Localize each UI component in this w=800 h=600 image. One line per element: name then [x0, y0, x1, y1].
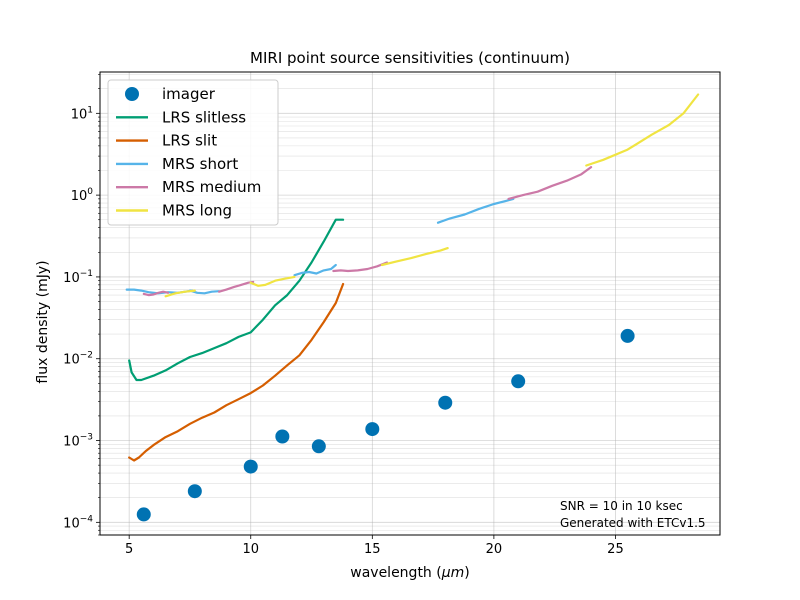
y-tick-label: 10−3 — [63, 433, 93, 450]
imager-point — [136, 507, 151, 522]
series-line-mrs-long — [249, 275, 296, 287]
legend: imager LRS slitless LRS slit MRS short MRS m… — [107, 79, 279, 226]
imager-point — [311, 439, 326, 454]
series-line-mrs-short — [293, 263, 337, 277]
x-axis-label-close: ) — [464, 565, 469, 581]
legend-item-lrs-slitless: LRS slitless — [116, 108, 246, 126]
y-tick-base: 10 — [71, 107, 88, 122]
x-tick-label: 5 — [125, 542, 133, 557]
y-tick-label: 101 — [71, 105, 93, 122]
annotation-snr: SNR = 10 in 10 ksec — [560, 499, 683, 513]
imager-point — [275, 429, 290, 444]
legend-box — [107, 79, 279, 226]
series-line-mrs-short — [188, 289, 221, 295]
series-line-mrs-medium — [332, 261, 388, 273]
imager-point — [511, 374, 526, 389]
series-line-mrs-long — [164, 289, 196, 298]
y-tick-exponent: 1 — [87, 105, 93, 115]
y-tick-exponent: −4 — [80, 514, 94, 524]
y-tick-base: 10 — [63, 271, 80, 286]
series-line-mrs-long — [585, 93, 700, 167]
legend-label: LRS slitless — [162, 108, 246, 126]
x-tick-label: 20 — [486, 542, 503, 557]
legend-label: MRS long — [162, 202, 232, 220]
legend-label: MRS medium — [162, 178, 261, 196]
legend-item-imager: imager — [125, 85, 216, 103]
imager-point — [365, 422, 380, 437]
legend-label: MRS short — [162, 155, 238, 173]
legend-item-mrs-long: MRS long — [116, 202, 232, 220]
y-tick-exponent: −2 — [80, 351, 93, 361]
x-tick-label: 10 — [242, 542, 259, 557]
annotation-generated: Generated with ETCv1.5 — [560, 516, 706, 530]
y-tick-base: 10 — [63, 516, 80, 531]
series-line-mrs-medium — [218, 280, 255, 293]
series-line-mrs-medium — [142, 290, 170, 297]
series-mrs-long — [164, 93, 700, 298]
y-tick-exponent: −3 — [80, 433, 93, 443]
x-axis-label-text: wavelength ( — [350, 565, 441, 581]
x-axis-label: wavelength (μm) — [350, 565, 469, 581]
y-tick-exponent: 0 — [87, 187, 93, 197]
legend-label: LRS slit — [162, 132, 217, 150]
y-tick-exponent: −1 — [80, 269, 93, 279]
y-tick-base: 10 — [63, 353, 80, 368]
series-lrs-slit — [128, 282, 345, 462]
y-tick-base: 10 — [63, 435, 80, 450]
plot-frame — [99, 71, 721, 536]
series-imager — [136, 328, 635, 522]
legend-label: imager — [162, 85, 216, 103]
series-line-lrs-slitless — [128, 218, 345, 382]
y-axis-label: flux density (mJy) — [35, 260, 51, 383]
series-line-mrs-short — [436, 197, 515, 224]
series-line-mrs-long — [380, 247, 449, 267]
y-tick-base: 10 — [71, 189, 88, 204]
y-tick-label: 10−2 — [63, 351, 93, 368]
x-tick-label: 15 — [364, 542, 381, 557]
imager-point — [243, 459, 258, 474]
x-axis-label-unit: μm — [441, 565, 465, 581]
legend-item-lrs-slit: LRS slit — [116, 132, 217, 150]
imager-point — [438, 395, 453, 410]
series-line-mrs-medium — [507, 166, 593, 200]
x-tick-label: 25 — [607, 542, 624, 557]
grid — [100, 72, 720, 536]
series-mrs-medium — [142, 166, 593, 297]
legend-marker — [125, 87, 139, 101]
y-tick-label: 10−1 — [63, 269, 93, 286]
series-lrs-slitless — [128, 218, 345, 382]
y-tick-label: 100 — [71, 187, 94, 204]
series-line-lrs-slit — [128, 282, 345, 462]
imager-point — [187, 484, 202, 499]
legend-item-mrs-medium: MRS medium — [116, 178, 261, 196]
y-tick-label: 10−4 — [63, 514, 93, 531]
chart-title: MIRI point source sensitivities (continu… — [250, 49, 570, 67]
legend-item-mrs-short: MRS short — [116, 155, 238, 173]
series-layer — [125, 93, 700, 522]
imager-point — [620, 328, 635, 343]
